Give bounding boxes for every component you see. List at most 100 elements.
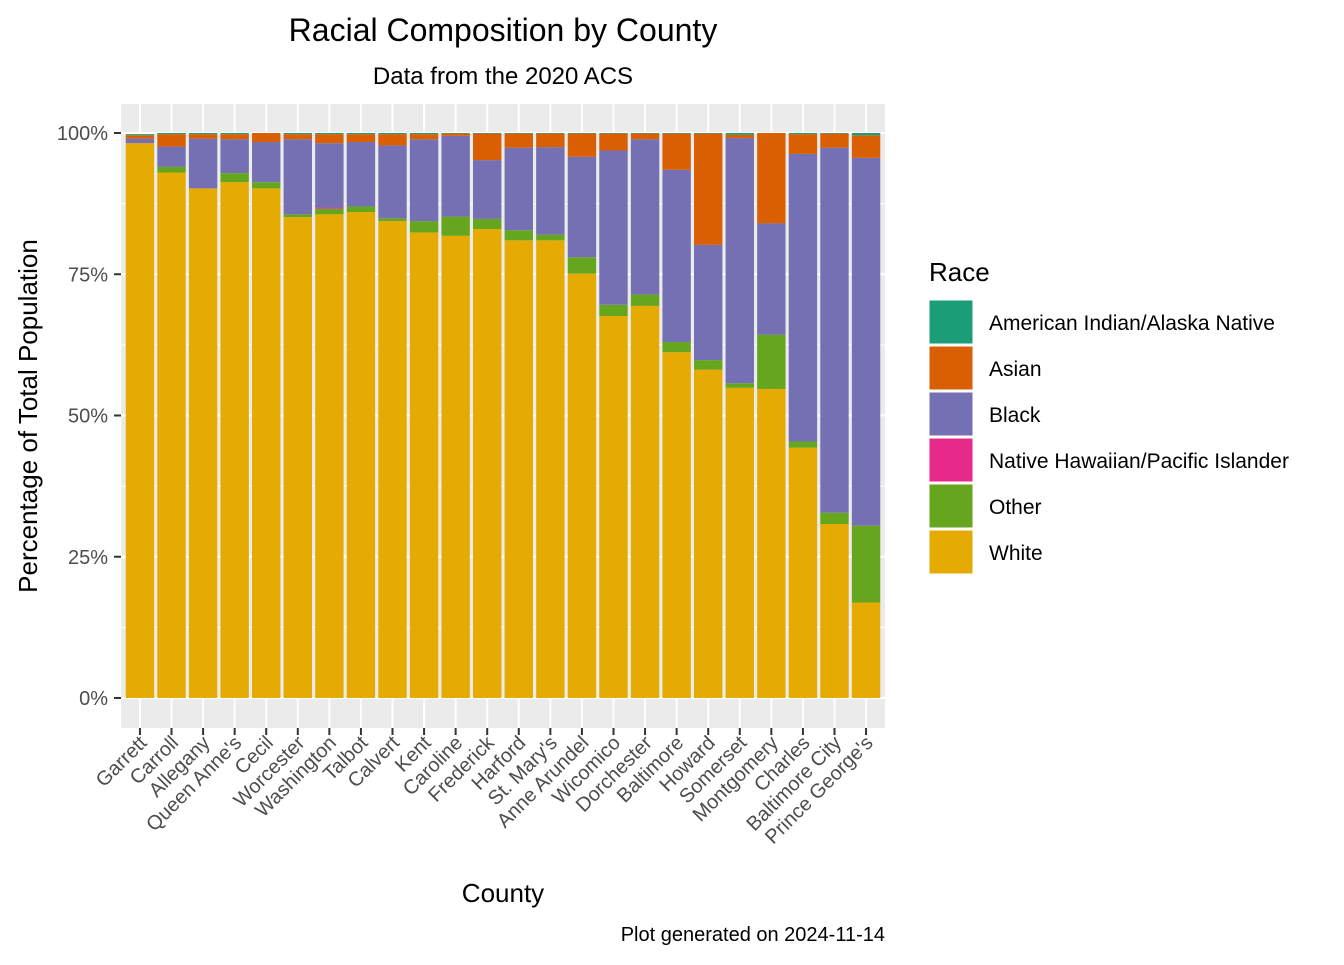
bar-segment-american-indian-alaska-native — [694, 133, 723, 134]
bar-segment-american-indian-alaska-native — [851, 133, 881, 136]
bar-segment-asian — [567, 133, 597, 157]
bar-segment-white — [820, 523, 849, 698]
bar-segment-black — [851, 157, 881, 526]
bar-segment-white — [252, 188, 281, 698]
bar-segment-black — [220, 139, 249, 174]
legend-key-black — [928, 391, 974, 437]
bar-segment-other — [441, 216, 470, 236]
bar-segment-american-indian-alaska-native — [157, 133, 186, 135]
bar-segment-american-indian-alaska-native — [409, 133, 439, 135]
bar-segment-black — [630, 139, 660, 295]
y-tick-label: 100% — [57, 123, 108, 145]
bar-segment-black — [820, 147, 849, 513]
bar-segment-other — [599, 304, 628, 317]
bar-segment-asian — [757, 133, 786, 224]
legend-label: Asian — [989, 358, 1042, 381]
bar-stack-st-mary-s — [536, 133, 565, 698]
bar-stack-allegany — [188, 133, 218, 698]
bar-segment-asian — [599, 133, 628, 151]
bar-segment-american-indian-alaska-native — [220, 133, 249, 135]
bar-segment-american-indian-alaska-native — [536, 133, 565, 134]
legend-key-native-hawaiian-pacific-islander — [928, 437, 974, 483]
bar-segment-other — [252, 182, 281, 189]
bar-stack-harford — [504, 133, 533, 698]
bar-segment-other — [630, 294, 660, 306]
bar-segment-other — [662, 342, 691, 353]
bar-segment-american-indian-alaska-native — [599, 133, 628, 134]
y-tick-label: 75% — [68, 264, 108, 286]
bar-segment-asian — [125, 135, 155, 139]
bar-segment-white — [188, 188, 218, 698]
bar-segment-other — [283, 214, 312, 218]
legend-label: American Indian/Alaska Native — [989, 312, 1275, 335]
bar-segment-american-indian-alaska-native — [315, 133, 344, 135]
plot-caption: Plot generated on 2024-11-14 — [621, 924, 885, 946]
bar-segment-asian — [536, 133, 565, 148]
bar-segment-other — [315, 208, 344, 215]
bar-segment-white — [662, 352, 691, 698]
bar-segment-white — [346, 212, 376, 698]
bar-segment-asian — [220, 134, 249, 140]
bar-stack-frederick — [473, 133, 502, 699]
bar-segment-other — [504, 230, 533, 241]
bar-segment-black — [599, 150, 628, 305]
chart-title: Racial Composition by County — [289, 12, 718, 48]
bar-segment-white — [220, 182, 249, 698]
bar-segment-white — [125, 143, 155, 699]
bar-segment-black — [504, 147, 533, 231]
bar-segment-american-indian-alaska-native — [283, 133, 312, 135]
legend-key-american-indian-alaska-native — [928, 299, 974, 345]
bar-segment-other — [536, 234, 565, 241]
bar-segment-american-indian-alaska-native — [378, 133, 407, 135]
bar-segment-asian — [694, 133, 723, 245]
bar-segment-asian — [820, 133, 849, 148]
bar-segment-black — [536, 147, 565, 235]
bar-segment-american-indian-alaska-native — [788, 133, 818, 135]
bar-segment-white — [441, 235, 470, 698]
bar-segment-black — [283, 139, 312, 215]
bar-segment-white — [567, 273, 597, 698]
legend: Race American Indian/Alaska Native Asian B… — [928, 257, 1289, 575]
bar-segment-black — [378, 145, 407, 219]
bar-segment-black — [567, 156, 597, 258]
bar-stack-caroline — [441, 133, 470, 698]
bars — [125, 133, 881, 699]
bar-segment-american-indian-alaska-native — [473, 133, 502, 134]
bar-segment-white — [536, 240, 565, 698]
bar-segment-black — [757, 223, 786, 335]
y-axis-title: Percentage of Total Population — [13, 239, 43, 593]
bar-segment-asian — [409, 134, 439, 140]
bar-segment-asian — [157, 134, 186, 147]
bar-segment-asian — [378, 134, 407, 146]
bar-segment-asian — [283, 134, 312, 140]
bar-segment-black — [315, 143, 344, 208]
bar-segment-american-indian-alaska-native — [346, 133, 376, 135]
bar-segment-american-indian-alaska-native — [441, 133, 470, 134]
bar-segment-american-indian-alaska-native — [820, 133, 849, 134]
bar-stack-baltimore — [662, 133, 691, 698]
bar-segment-american-indian-alaska-native — [662, 133, 691, 134]
bar-segment-asian — [315, 134, 344, 144]
bar-segment-asian — [504, 133, 533, 148]
bar-segment-asian — [346, 134, 376, 143]
legend-key-other — [928, 483, 974, 529]
bar-segment-black — [788, 153, 818, 442]
bar-segment-other — [220, 173, 249, 183]
y-axis: 0% 25% 50% 75% 100% — [57, 123, 121, 710]
bar-stack-somerset — [725, 133, 754, 698]
bar-segment-white — [788, 447, 818, 698]
bar-stack-washington — [315, 133, 344, 699]
bar-segment-other — [757, 334, 786, 389]
bar-stack-worcester — [283, 133, 312, 698]
bar-segment-other — [378, 218, 407, 222]
bar-stack-prince-george-s — [851, 133, 881, 698]
y-tick-label: 50% — [68, 406, 108, 428]
bar-segment-asian — [252, 133, 281, 143]
legend-title: Race — [929, 257, 990, 287]
bar-segment-white — [851, 602, 881, 698]
bar-stack-calvert — [378, 133, 407, 698]
bar-segment-black — [725, 138, 754, 384]
bar-segment-black — [694, 244, 723, 361]
bar-segment-other — [694, 360, 723, 370]
